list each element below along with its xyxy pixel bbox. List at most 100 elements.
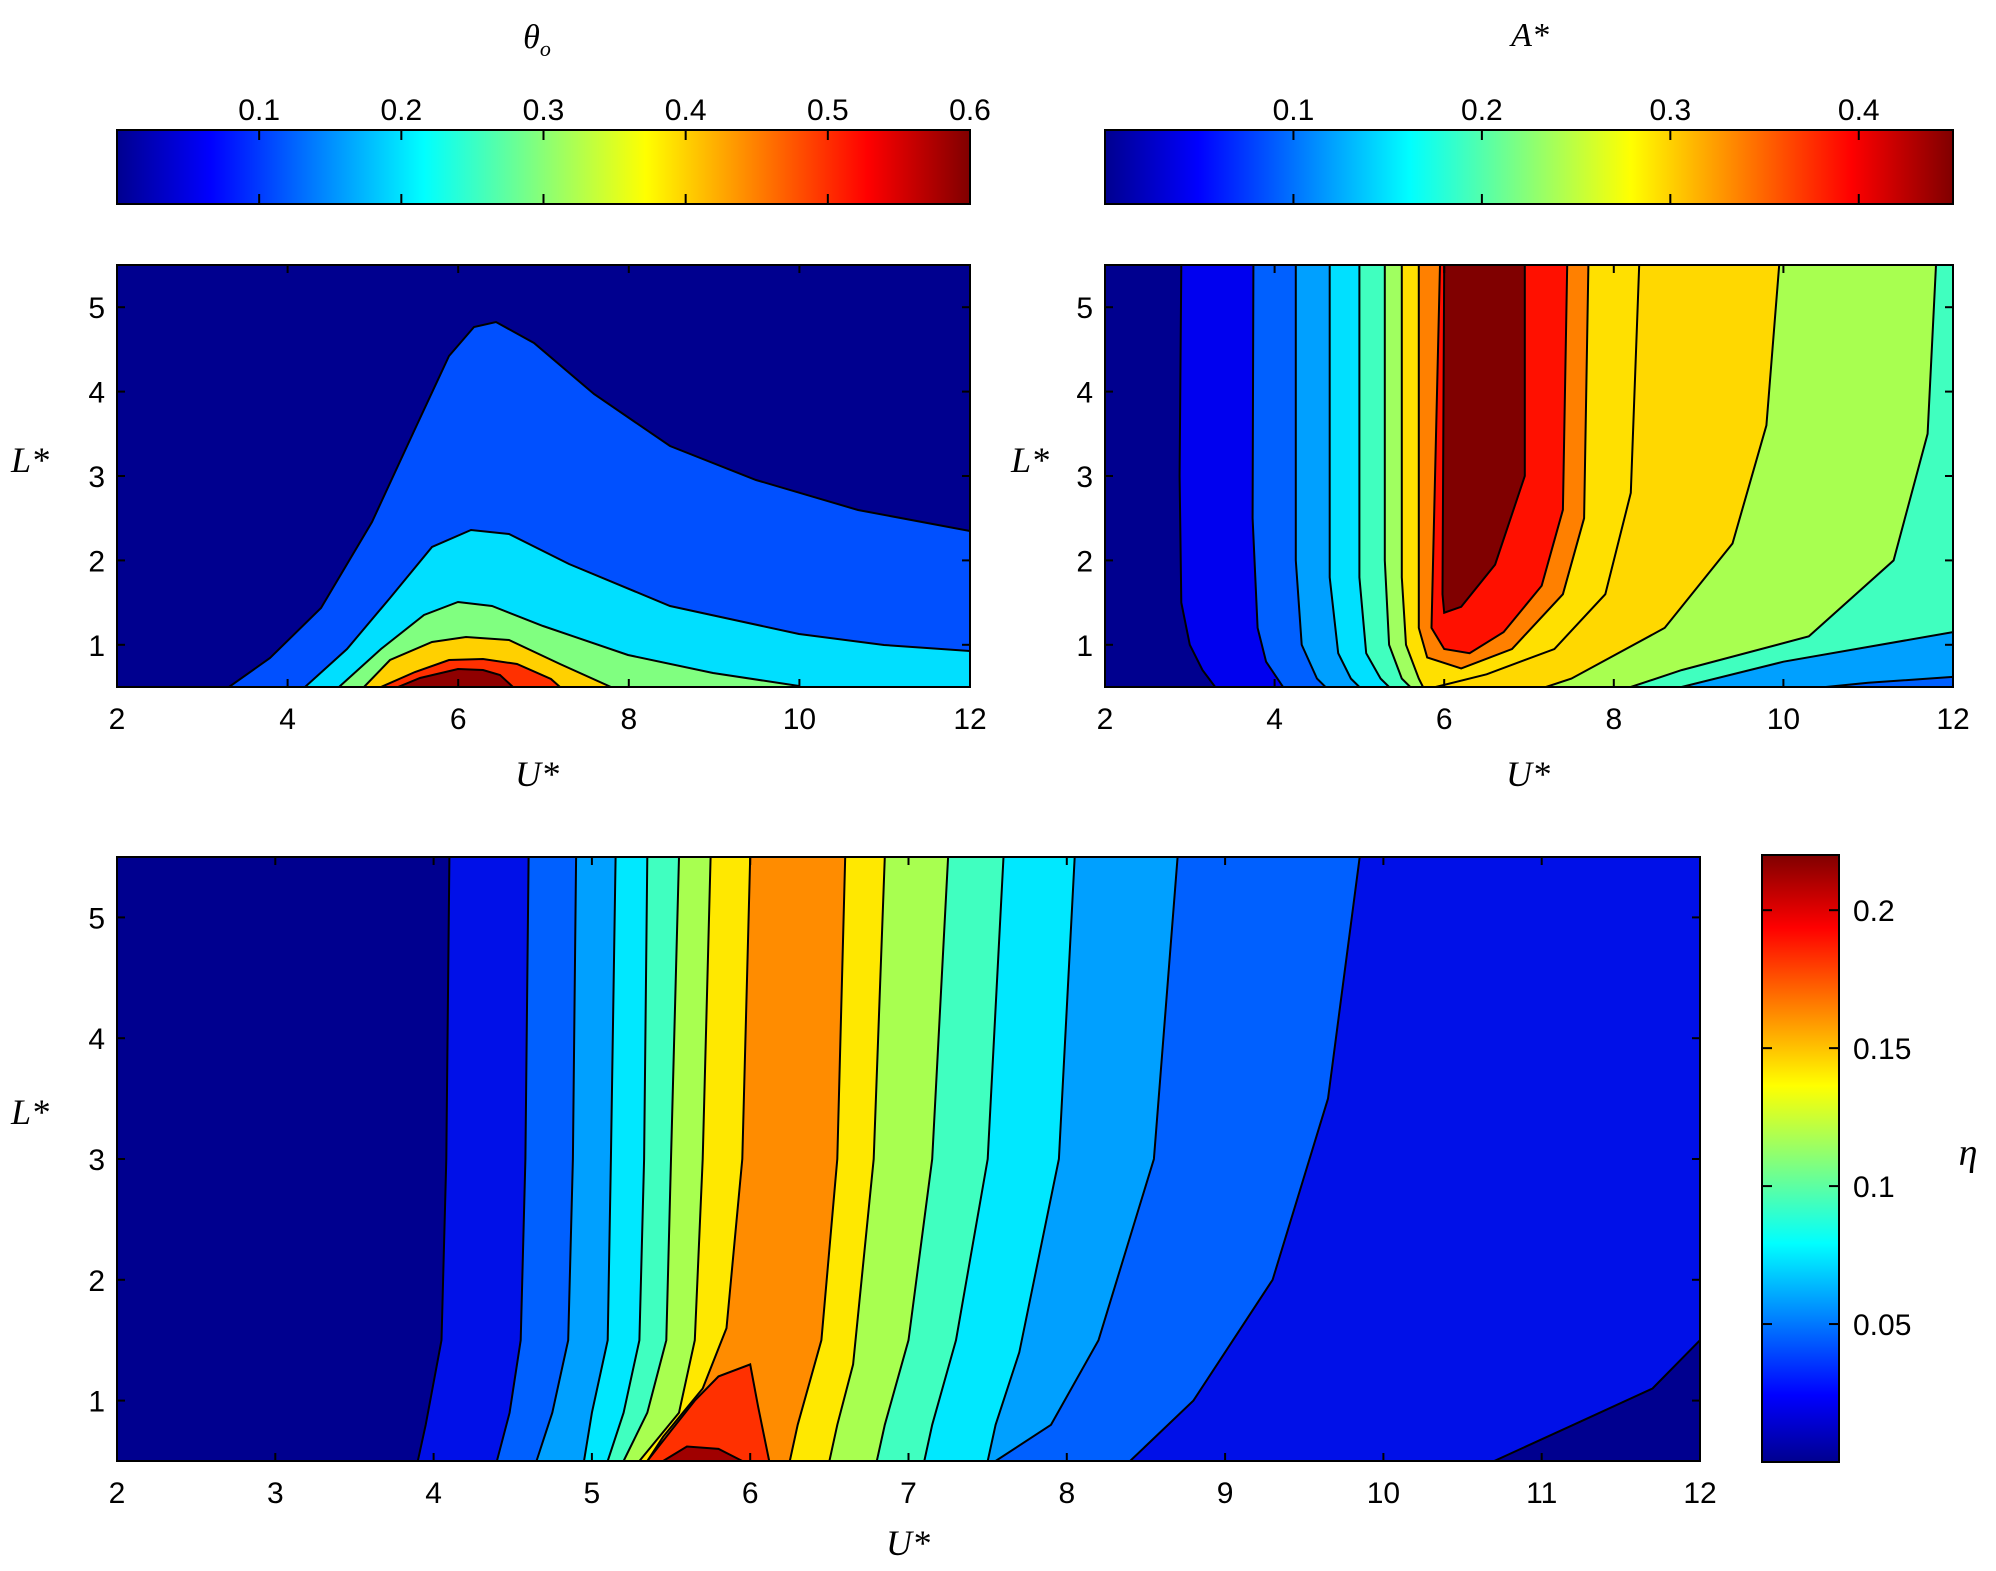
theta-y-tick-label: 3: [88, 461, 105, 494]
theta-x-tick-label: 2: [109, 703, 126, 736]
amplitude-colorbar-label: A*: [1509, 17, 1549, 54]
amplitude-x-tick-label: 8: [1605, 703, 1622, 736]
amplitude-colorbar: [1104, 129, 1954, 205]
amplitude-contour-line: [1251, 265, 1284, 687]
efficiency-x-tick-label: 2: [109, 1477, 126, 1510]
efficiency-level-region: [1130, 857, 1700, 1461]
amplitude-contour-line: [1383, 265, 1412, 687]
efficiency-y-tick-label: 5: [88, 902, 105, 935]
amplitude-x-tick-label: 2: [1097, 703, 1114, 736]
efficiency-contour-line: [1493, 1339, 1700, 1461]
theta-colorbar: [116, 129, 971, 205]
theta-colorbar-tick-label: 0.6: [949, 94, 991, 127]
efficiency-x-ticks: 2 3 4 5 6 7 8 9 10 11 12: [109, 857, 1717, 1510]
efficiency-contour-line: [995, 857, 1179, 1461]
efficiency-level-region: [663, 1446, 743, 1461]
efficiency-x-tick-label: 9: [1217, 1477, 1234, 1510]
amplitude-y-tick-label: 5: [1076, 292, 1093, 325]
efficiency-y-axis-label: L*: [10, 1092, 49, 1132]
efficiency-x-tick-label: 8: [1058, 1477, 1075, 1510]
efficiency-contour-line: [646, 857, 752, 1461]
efficiency-contour-line: [583, 857, 617, 1461]
theta-colorbar-label: θo: [523, 19, 551, 61]
amplitude-y-tick-label: 3: [1076, 461, 1093, 494]
efficiency-colorbar: [1761, 854, 1840, 1463]
efficiency-x-axis-label: U*: [886, 1523, 930, 1563]
amplitude-contour-line: [1545, 265, 1781, 687]
theta-x-tick-label: 4: [279, 703, 296, 736]
efficiency-x-tick-label: 7: [900, 1477, 917, 1510]
theta-colorbar-tick-label: 0.4: [665, 94, 707, 127]
efficiency-level-region: [647, 1364, 770, 1461]
amplitude-y-ticks: 1 2 3 4 5: [1076, 292, 1953, 663]
efficiency-y-tick-label: 1: [88, 1386, 105, 1419]
amplitude-colorbar-tick-label: 0.1: [1273, 94, 1315, 127]
amplitude-contour-line: [1435, 265, 1641, 687]
efficiency-x-tick-label: 12: [1683, 1477, 1716, 1510]
amplitude-contour-line: [1294, 265, 1327, 687]
efficiency-contour-line: [638, 857, 712, 1461]
efficiency-colorbar-ticks: 0.05 0.1 0.15 0.2: [1762, 895, 1911, 1342]
efficiency-contour-line: [788, 857, 847, 1461]
efficiency-contour-line: [875, 857, 950, 1461]
efficiency-contour-fills: [416, 857, 1700, 1461]
amplitude-contour-line: [1178, 265, 1216, 687]
amplitude-level-region: [1681, 632, 1953, 687]
amplitude-contour-line: [1358, 265, 1390, 687]
efficiency-y-tick-label: 2: [88, 1265, 105, 1298]
efficiency-x-tick-label: 11: [1526, 1477, 1557, 1510]
amplitude-x-tick-label: 6: [1436, 703, 1453, 736]
efficiency-colorbar-label: η: [1959, 1132, 1978, 1174]
amplitude-y-axis-label: L*: [1010, 440, 1049, 480]
efficiency-colorbar-tick-label: 0.15: [1853, 1033, 1911, 1066]
theta-colorbar-ticks: 0.1 0.2 0.3 0.4 0.5 0.6: [238, 94, 991, 204]
amplitude-level-region: [1546, 265, 1953, 687]
efficiency-contour-line: [535, 857, 578, 1461]
efficiency-y-tick-label: 3: [88, 1144, 105, 1177]
efficiency-x-tick-label: 5: [584, 1477, 601, 1510]
efficiency-level-region: [1494, 1340, 1700, 1461]
amplitude-colorbar-tick-label: 0.3: [1649, 94, 1691, 127]
efficiency-colorbar-tick-label: 0.2: [1853, 895, 1895, 928]
amplitude-contour-line: [1328, 265, 1361, 687]
theta-colorbar-tick-label: 0.5: [807, 94, 849, 127]
efficiency-colorbar-tick-label: 0.1: [1853, 1171, 1895, 1204]
theta-x-ticks: 2 4 6 8 10 12: [109, 265, 987, 736]
efficiency-contour-line: [986, 857, 1076, 1461]
efficiency-contour-line: [828, 857, 886, 1461]
efficiency-x-tick-label: 6: [742, 1477, 759, 1510]
amplitude-colorbar-tick-label: 0.4: [1838, 94, 1880, 127]
efficiency-x-tick-label: 4: [425, 1477, 442, 1510]
theta-x-tick-label: 8: [620, 703, 637, 736]
efficiency-x-tick-label: 10: [1367, 1477, 1400, 1510]
theta-level-6-region: [397, 667, 515, 687]
efficiency-contour-line: [606, 857, 649, 1461]
efficiency-y-tick-label: 4: [88, 1023, 105, 1056]
theta-y-tick-label: 2: [88, 545, 105, 578]
amplitude-level-region: [1442, 265, 1525, 613]
theta-x-tick-label: 6: [450, 703, 467, 736]
theta-y-tick-label: 5: [88, 292, 105, 325]
efficiency-y-ticks: 1 2 3 4 5: [88, 902, 1700, 1419]
efficiency-contour-line: [662, 1445, 743, 1461]
theta-x-tick-label: 12: [953, 703, 986, 736]
efficiency-contour-line: [923, 857, 1005, 1461]
amplitude-x-tick-label: 4: [1266, 703, 1283, 736]
efficiency-contour-line: [1129, 857, 1361, 1461]
amplitude-x-axis-label: U*: [1506, 754, 1550, 794]
efficiency-contour-line: [495, 857, 530, 1461]
theta-y-axis-label: L*: [10, 440, 49, 480]
amplitude-x-ticks: 2 4 6 8 10 12: [1097, 265, 1970, 736]
amplitude-contour-line: [1430, 265, 1569, 655]
efficiency-x-tick-label: 3: [267, 1477, 284, 1510]
efficiency-contour-line: [622, 857, 680, 1461]
amplitude-x-tick-label: 10: [1767, 703, 1800, 736]
theta-colorbar-tick-label: 0.2: [380, 94, 422, 127]
efficiency-contour-line: [646, 1363, 771, 1461]
amplitude-y-tick-label: 4: [1076, 377, 1093, 410]
theta-y-ticks: 1 2 3 4 5: [88, 292, 970, 663]
amplitude-y-tick-label: 1: [1076, 630, 1093, 663]
